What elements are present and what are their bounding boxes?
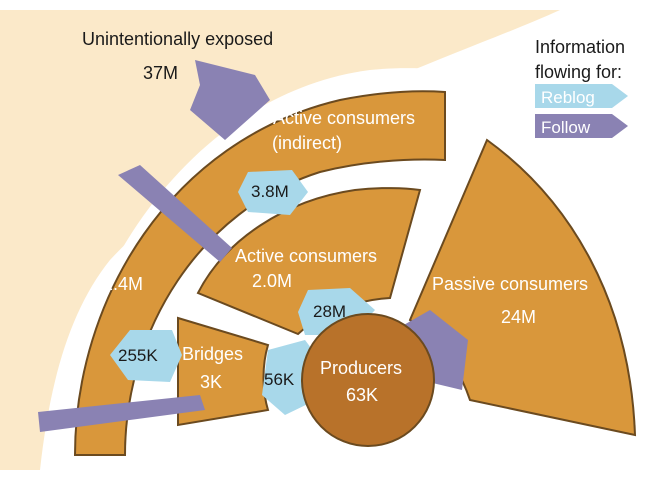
follow-arrow-top: [190, 60, 270, 140]
active-consumers-value: 2.0M: [252, 271, 292, 291]
indirect-consumers-value: 2.4M: [103, 274, 143, 294]
legend-follow-arrow: [535, 114, 628, 138]
unintentionally-exposed-wedge: [0, 10, 560, 470]
legend-title-line1: Information: [535, 37, 625, 57]
unintentionally-exposed-value: 37M: [143, 63, 178, 83]
indirect-consumers-label-line1: Active consumers: [273, 108, 415, 128]
indirect-consumers-label-line2: (indirect): [272, 133, 342, 153]
passive-consumers-value: 24M: [501, 307, 536, 327]
producers-circle: [301, 313, 435, 447]
producers-value: 63K: [346, 385, 378, 405]
flow-bridges-to-producers-value: 56K: [264, 370, 295, 389]
follow-arrow-bottom-left: [38, 395, 205, 432]
legend-title-line2: flowing for:: [535, 62, 622, 82]
follow-arrow-producers-right: [395, 310, 468, 390]
legend-follow-label: Follow: [541, 118, 591, 137]
legend: Information flowing for: Reblog Follow: [535, 37, 628, 138]
active-consumers-label: Active consumers: [235, 246, 377, 266]
legend-reblog-arrow: [535, 84, 628, 108]
passive-consumers-label: Passive consumers: [432, 274, 588, 294]
producers-label: Producers: [320, 358, 402, 378]
bridges-value: 3K: [200, 372, 222, 392]
reblog-flow-indirect-to-active: [238, 170, 308, 215]
flow-bridges-in-value: 255K: [118, 346, 158, 365]
flow-active-to-producers-value: 28M: [313, 302, 346, 321]
reblog-flow-bridges-in: [110, 330, 182, 382]
follow-arrow-diagonal: [118, 165, 232, 262]
legend-reblog-label: Reblog: [541, 88, 595, 107]
bridges-label: Bridges: [182, 344, 243, 364]
unintentionally-exposed-label: Unintentionally exposed: [82, 29, 273, 49]
flow-indirect-to-active-value: 3.8M: [251, 182, 289, 201]
